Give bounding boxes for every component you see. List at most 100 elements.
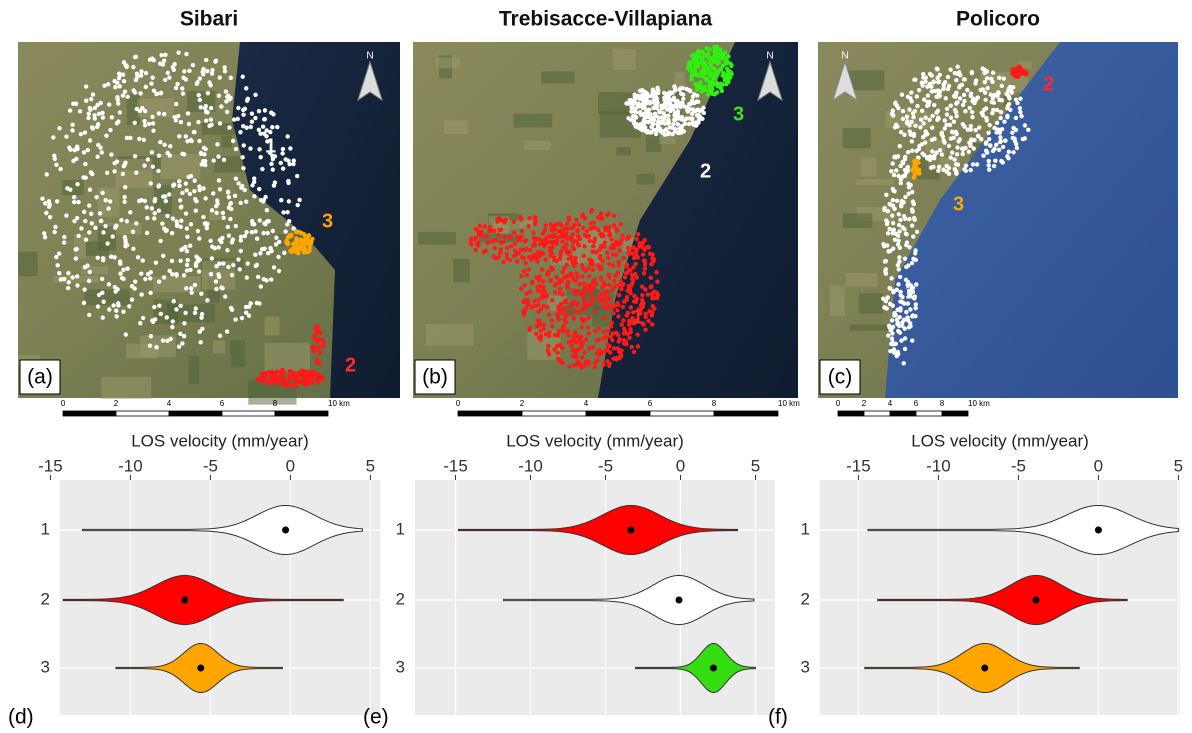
ps-point: [295, 372, 299, 376]
ps-point: [948, 155, 952, 159]
ps-point: [118, 271, 122, 275]
ps-point: [125, 64, 129, 68]
scale-label: 6: [648, 399, 653, 408]
ps-point: [145, 205, 149, 209]
ps-point: [520, 229, 524, 233]
ps-point: [93, 226, 97, 230]
ps-point: [885, 243, 889, 247]
ps-point: [239, 235, 243, 239]
ps-point: [910, 338, 914, 342]
ps-point: [564, 231, 568, 235]
ps-point: [497, 233, 501, 237]
ps-point: [955, 145, 959, 149]
ps-point: [84, 238, 88, 242]
ps-point: [581, 267, 585, 271]
ps-point: [226, 190, 230, 194]
ps-point: [608, 350, 612, 354]
ps-point: [170, 259, 174, 263]
ps-point: [593, 237, 597, 241]
median-dot: [181, 597, 188, 604]
ps-point: [963, 77, 967, 81]
ps-point: [904, 231, 908, 235]
ps-point: [256, 275, 260, 279]
ps-point: [544, 223, 548, 227]
ps-point: [905, 240, 909, 244]
ps-point: [539, 323, 543, 327]
ps-point: [212, 158, 216, 162]
ps-point: [79, 226, 83, 230]
ps-point: [474, 248, 478, 252]
ps-point: [636, 255, 640, 259]
x-tick-label: -15: [38, 456, 63, 475]
ps-point: [125, 95, 129, 99]
ps-point: [186, 111, 190, 115]
ps-point: [122, 79, 126, 83]
median-dot: [282, 527, 289, 534]
ps-point: [953, 167, 957, 171]
ps-point: [643, 90, 647, 94]
ps-point: [522, 248, 526, 252]
ps-point: [607, 344, 611, 348]
field: [524, 141, 551, 150]
ps-point: [711, 58, 715, 62]
ps-point: [950, 130, 954, 134]
ps-point: [174, 102, 178, 106]
ps-point: [549, 268, 553, 272]
ps-point: [492, 254, 496, 258]
ps-point: [701, 67, 705, 71]
ps-point: [527, 267, 531, 271]
ps-point: [217, 93, 221, 97]
ps-point: [162, 59, 166, 63]
ps-point: [948, 123, 952, 127]
ps-point: [536, 298, 540, 302]
ps-point: [984, 149, 988, 153]
ps-point: [609, 237, 613, 241]
ps-point: [890, 213, 894, 217]
ps-point: [512, 220, 516, 224]
ps-point: [985, 86, 989, 90]
ps-point: [600, 259, 604, 263]
ps-point: [150, 115, 154, 119]
ps-point: [920, 83, 924, 87]
ps-point: [643, 327, 647, 331]
ps-point: [564, 300, 568, 304]
ps-point: [627, 98, 631, 102]
ps-point: [112, 169, 116, 173]
ps-point: [891, 231, 895, 235]
ps-point: [103, 198, 107, 202]
ps-point: [74, 102, 78, 106]
ps-point: [276, 255, 280, 259]
ps-point: [909, 120, 913, 124]
ps-point: [184, 181, 188, 185]
ps-point: [271, 112, 275, 116]
north-label: N: [841, 51, 848, 62]
ps-point: [270, 125, 274, 129]
ps-point: [151, 121, 155, 125]
field: [188, 356, 199, 385]
ps-point: [72, 195, 76, 199]
ps-point: [718, 47, 722, 51]
ps-point: [969, 168, 973, 172]
ps-point: [150, 150, 154, 154]
ps-point: [87, 279, 91, 283]
ps-point: [186, 258, 190, 262]
scale-seg: [890, 411, 916, 416]
ps-point: [612, 279, 616, 283]
ps-point: [998, 135, 1002, 139]
ps-point: [902, 214, 906, 218]
ps-point: [590, 208, 594, 212]
ps-point: [216, 154, 220, 158]
ps-point: [986, 131, 990, 135]
ps-point: [898, 315, 902, 319]
ps-point: [217, 261, 221, 265]
ps-point: [157, 111, 161, 115]
ps-point: [538, 274, 542, 278]
ps-point: [241, 124, 245, 128]
ps-point: [78, 109, 82, 113]
ps-point: [901, 109, 905, 113]
ps-point: [596, 228, 600, 232]
ps-point: [295, 249, 299, 253]
ps-point: [992, 101, 996, 105]
ps-point: [574, 271, 578, 275]
ps-point: [643, 266, 647, 270]
